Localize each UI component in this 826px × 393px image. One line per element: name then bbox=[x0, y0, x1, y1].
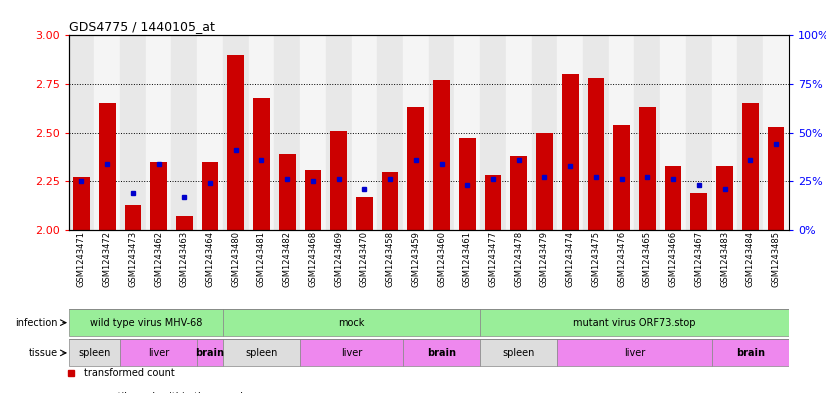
Bar bbox=[120, 35, 145, 230]
Bar bbox=[145, 35, 172, 230]
Bar bbox=[665, 166, 681, 230]
Bar bbox=[356, 197, 373, 230]
Bar bbox=[691, 193, 707, 230]
Bar bbox=[587, 78, 605, 230]
Text: GDS4775 / 1440105_at: GDS4775 / 1440105_at bbox=[69, 20, 215, 33]
Bar bbox=[223, 35, 249, 230]
Text: wild type virus MHV-68: wild type virus MHV-68 bbox=[89, 318, 202, 328]
Bar bbox=[403, 339, 480, 367]
Bar bbox=[305, 170, 321, 230]
Bar bbox=[94, 35, 120, 230]
Bar bbox=[767, 127, 785, 230]
Bar bbox=[202, 162, 218, 230]
Bar bbox=[712, 35, 738, 230]
Text: percentile rank within the sample: percentile rank within the sample bbox=[84, 391, 249, 393]
Bar bbox=[300, 35, 325, 230]
Bar bbox=[223, 309, 480, 336]
Bar bbox=[223, 339, 300, 367]
Text: liver: liver bbox=[148, 348, 169, 358]
Bar bbox=[227, 55, 244, 230]
Text: infection: infection bbox=[15, 318, 58, 328]
Bar bbox=[454, 35, 480, 230]
Text: liver: liver bbox=[624, 348, 645, 358]
Bar bbox=[253, 97, 270, 230]
Text: mock: mock bbox=[339, 318, 365, 328]
Bar bbox=[558, 35, 583, 230]
Bar bbox=[660, 35, 686, 230]
Text: spleen: spleen bbox=[502, 348, 535, 358]
Bar bbox=[249, 35, 274, 230]
Bar bbox=[125, 205, 141, 230]
Bar bbox=[738, 35, 763, 230]
Bar bbox=[120, 339, 197, 367]
Bar bbox=[480, 339, 558, 367]
Bar bbox=[763, 35, 789, 230]
Bar bbox=[69, 339, 120, 367]
Bar bbox=[712, 339, 789, 367]
Text: liver: liver bbox=[341, 348, 362, 358]
Bar bbox=[330, 131, 347, 230]
Bar bbox=[459, 138, 476, 230]
Bar bbox=[300, 339, 403, 367]
Bar bbox=[274, 35, 300, 230]
Bar bbox=[742, 103, 758, 230]
Bar bbox=[510, 156, 527, 230]
Bar bbox=[407, 107, 425, 230]
Bar bbox=[352, 35, 377, 230]
Text: brain: brain bbox=[736, 348, 765, 358]
Bar bbox=[403, 35, 429, 230]
Bar bbox=[506, 35, 532, 230]
Bar bbox=[197, 339, 223, 367]
Bar bbox=[377, 35, 403, 230]
Bar bbox=[558, 339, 712, 367]
Bar bbox=[433, 80, 450, 230]
Bar bbox=[99, 103, 116, 230]
Bar bbox=[382, 171, 398, 230]
Text: tissue: tissue bbox=[29, 348, 58, 358]
Bar bbox=[325, 35, 352, 230]
Text: brain: brain bbox=[196, 348, 225, 358]
Text: spleen: spleen bbox=[78, 348, 111, 358]
Bar bbox=[613, 125, 630, 230]
Bar bbox=[609, 35, 634, 230]
Bar bbox=[480, 309, 789, 336]
Bar bbox=[716, 166, 733, 230]
Bar bbox=[69, 309, 223, 336]
Bar bbox=[639, 107, 656, 230]
Bar bbox=[532, 35, 558, 230]
Bar bbox=[686, 35, 712, 230]
Bar bbox=[172, 35, 197, 230]
Bar bbox=[73, 177, 90, 230]
Bar bbox=[485, 175, 501, 230]
Bar bbox=[480, 35, 506, 230]
Bar bbox=[69, 35, 94, 230]
Bar bbox=[150, 162, 167, 230]
Bar bbox=[279, 154, 296, 230]
Bar bbox=[583, 35, 609, 230]
Text: spleen: spleen bbox=[245, 348, 278, 358]
Bar bbox=[429, 35, 454, 230]
Bar bbox=[536, 132, 553, 230]
Bar bbox=[176, 216, 192, 230]
Text: transformed count: transformed count bbox=[84, 368, 175, 378]
Text: brain: brain bbox=[427, 348, 456, 358]
Bar bbox=[634, 35, 660, 230]
Text: mutant virus ORF73.stop: mutant virus ORF73.stop bbox=[573, 318, 695, 328]
Bar bbox=[562, 74, 578, 230]
Bar bbox=[197, 35, 223, 230]
